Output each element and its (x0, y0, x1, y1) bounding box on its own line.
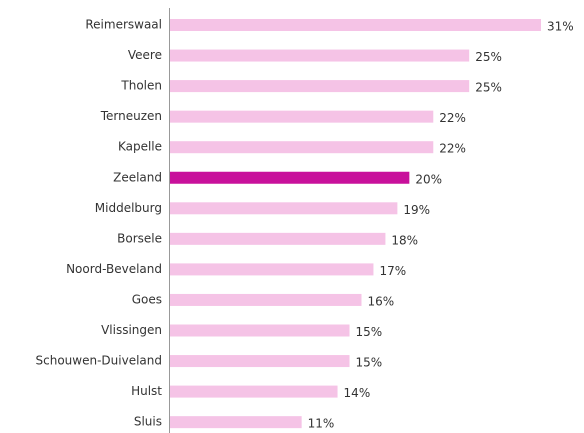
bar (170, 19, 541, 31)
bar (170, 355, 350, 368)
category-label: Kapelle (118, 140, 162, 154)
category-label: Noord-Beveland (66, 262, 162, 276)
value-label: 22% (439, 142, 466, 156)
value-label: 16% (367, 294, 394, 308)
bar (170, 141, 434, 154)
value-label: 22% (439, 111, 466, 125)
value-label: 25% (475, 50, 502, 64)
bar (170, 171, 410, 184)
category-label: Reimerswaal (85, 18, 162, 32)
value-label: 31% (547, 20, 574, 34)
bar (170, 110, 434, 123)
category-label: Veere (128, 48, 162, 62)
value-label: 18% (391, 233, 418, 247)
value-label: 25% (475, 81, 502, 95)
category-label: Vlissingen (101, 323, 162, 337)
category-label: Goes (132, 292, 162, 306)
category-label: Schouwen-Duiveland (36, 354, 162, 368)
value-label: 17% (379, 264, 406, 278)
bar (170, 202, 398, 215)
category-label: Sluis (134, 415, 162, 429)
category-label: Middelburg (95, 201, 162, 215)
value-label: 11% (308, 417, 335, 431)
bar (170, 49, 470, 62)
value-label: 15% (356, 356, 383, 370)
value-label: 15% (356, 325, 383, 339)
bar (170, 385, 338, 398)
category-label: Terneuzen (100, 109, 162, 123)
bar (170, 416, 302, 429)
category-label: Zeeland (113, 170, 162, 184)
value-label: 14% (344, 386, 371, 400)
bar (170, 293, 362, 306)
category-label: Borsele (117, 231, 162, 245)
bar (170, 324, 350, 337)
category-label: Tholen (120, 79, 162, 93)
bar (170, 80, 470, 93)
bar (170, 232, 386, 245)
category-label: Hulst (131, 384, 162, 398)
value-label: 19% (403, 203, 430, 217)
bar (170, 263, 374, 276)
value-label: 20% (415, 172, 442, 186)
